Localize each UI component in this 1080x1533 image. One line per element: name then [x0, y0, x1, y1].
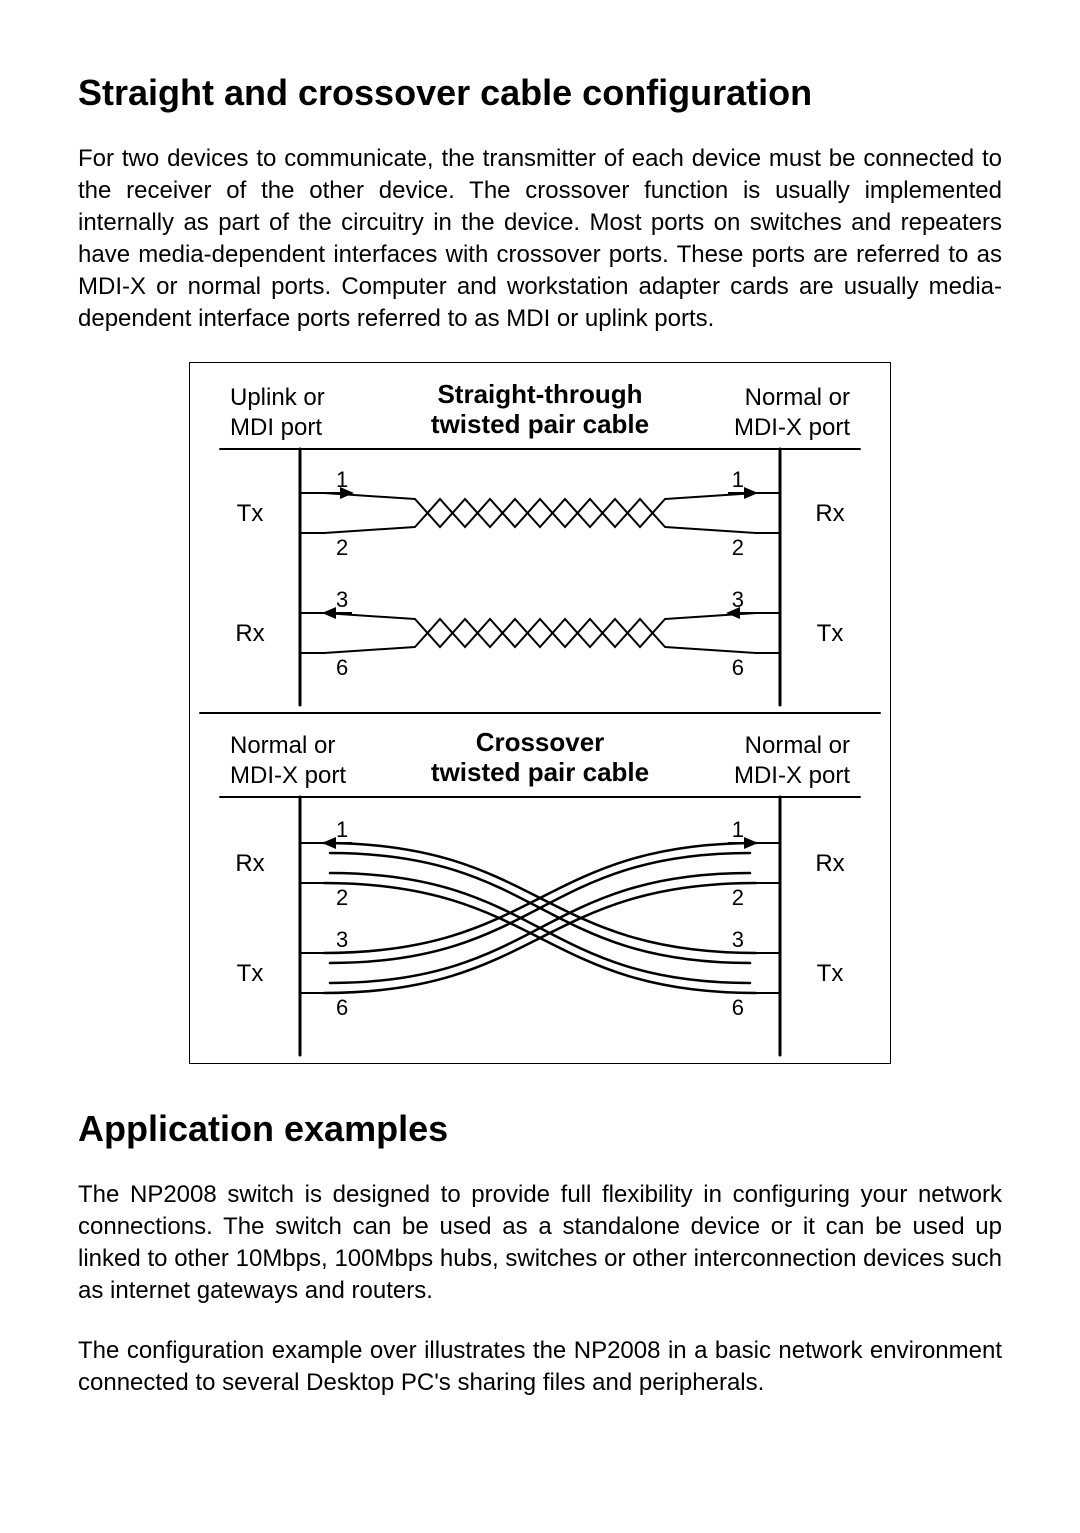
svg-text:6: 6: [336, 655, 348, 680]
svg-text:1: 1: [336, 817, 348, 842]
svg-text:1: 1: [732, 467, 744, 492]
svg-text:3: 3: [336, 927, 348, 952]
svg-text:6: 6: [732, 655, 744, 680]
svg-text:1: 1: [336, 467, 348, 492]
svg-text:2: 2: [732, 885, 744, 910]
svg-text:6: 6: [336, 995, 348, 1020]
svg-text:twisted pair cable: twisted pair cable: [431, 409, 649, 439]
svg-text:Tx: Tx: [817, 620, 844, 647]
svg-text:2: 2: [336, 885, 348, 910]
svg-text:Normal or: Normal or: [230, 732, 335, 759]
svg-text:twisted pair cable: twisted pair cable: [431, 757, 649, 787]
cable-diagram: Uplink orMDI portStraight-throughtwisted…: [189, 362, 891, 1064]
svg-text:3: 3: [336, 587, 348, 612]
svg-text:MDI-X port: MDI-X port: [230, 762, 346, 789]
svg-text:Rx: Rx: [815, 850, 844, 877]
svg-text:MDI-X port: MDI-X port: [734, 762, 850, 789]
svg-text:Rx: Rx: [235, 850, 264, 877]
svg-text:3: 3: [732, 927, 744, 952]
paragraph-app2: The configuration example over illustrat…: [78, 1335, 1002, 1399]
svg-text:2: 2: [732, 535, 744, 560]
paragraph-intro: For two devices to communicate, the tran…: [78, 143, 1002, 334]
svg-text:MDI port: MDI port: [230, 414, 322, 441]
svg-text:3: 3: [732, 587, 744, 612]
svg-text:Tx: Tx: [237, 960, 264, 987]
svg-text:6: 6: [732, 995, 744, 1020]
paragraph-app1: The NP2008 switch is designed to provide…: [78, 1179, 1002, 1307]
svg-text:2: 2: [336, 535, 348, 560]
svg-text:Uplink or: Uplink or: [230, 384, 325, 411]
svg-text:Rx: Rx: [235, 620, 264, 647]
heading-straight-crossover: Straight and crossover cable configurati…: [78, 70, 1002, 115]
svg-text:Tx: Tx: [237, 500, 264, 527]
cable-diagram-container: Uplink orMDI portStraight-throughtwisted…: [78, 362, 1002, 1064]
svg-text:Normal or: Normal or: [745, 384, 850, 411]
svg-text:Tx: Tx: [817, 960, 844, 987]
svg-text:Normal or: Normal or: [745, 732, 850, 759]
svg-text:MDI-X port: MDI-X port: [734, 414, 850, 441]
svg-text:Crossover: Crossover: [476, 727, 605, 757]
svg-text:Straight-through: Straight-through: [437, 379, 642, 409]
svg-text:1: 1: [732, 817, 744, 842]
svg-text:Rx: Rx: [815, 500, 844, 527]
heading-application-examples: Application examples: [78, 1106, 1002, 1151]
